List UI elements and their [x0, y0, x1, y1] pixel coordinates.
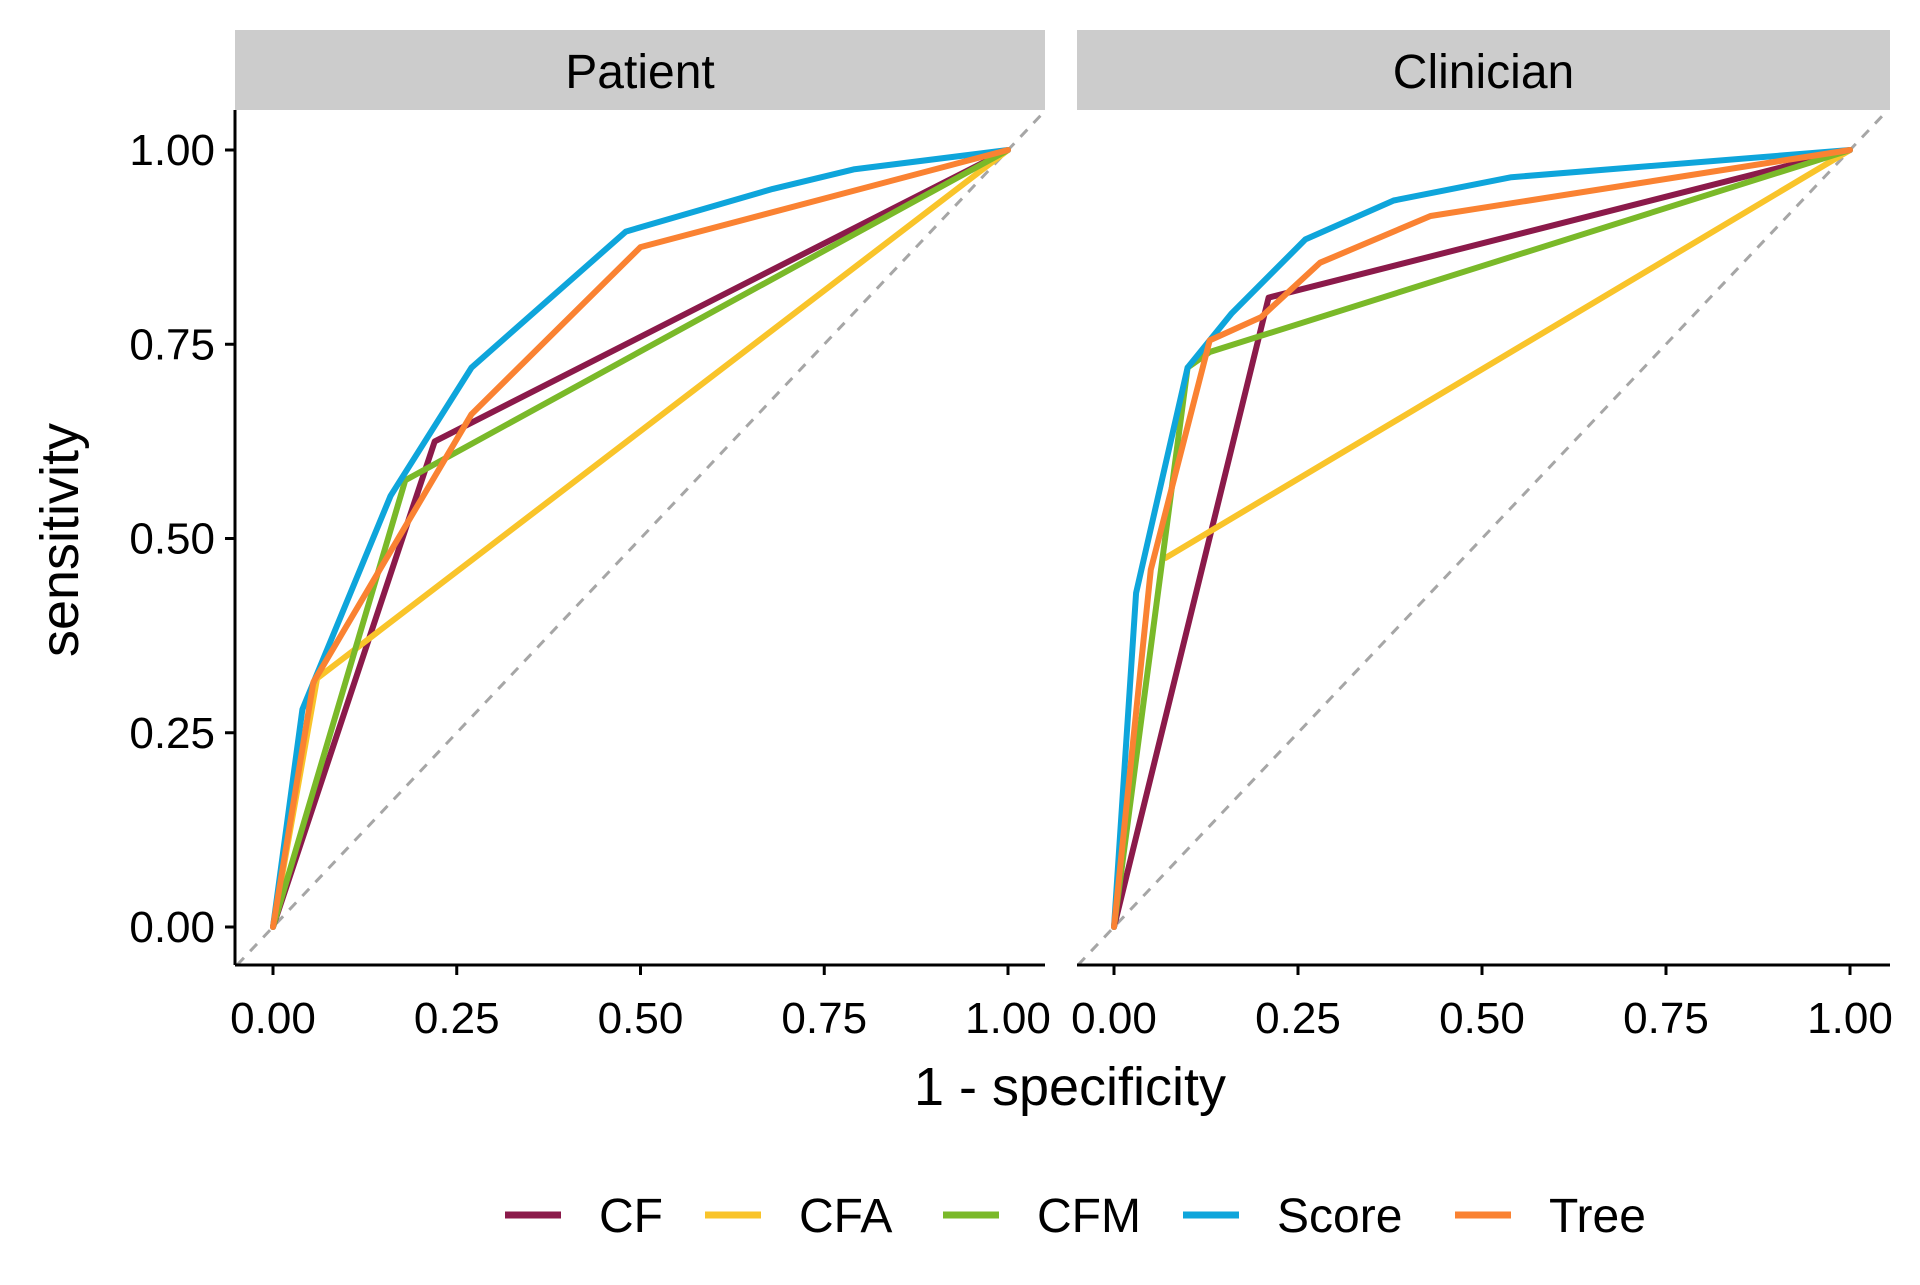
x-tick-label: 0.75	[781, 994, 867, 1043]
series-line-cf-patient	[270, 147, 1011, 930]
x-tick-label: 1.00	[965, 994, 1051, 1043]
x-tick-label: 0.75	[1623, 994, 1709, 1043]
x-axis-title: 1 - specificity	[914, 1057, 1226, 1117]
x-tick-label: 0.25	[1255, 994, 1341, 1043]
panel-strip-1	[235, 30, 1045, 110]
x-tick-label: 1.00	[1807, 994, 1893, 1043]
reference-diagonal-1	[235, 109, 1047, 967]
series-line-cf-clinician	[1111, 147, 1853, 930]
reference-diagonal-2	[1076, 108, 1889, 967]
y-tick-label: 0.00	[129, 903, 215, 952]
series-line-score-clinician	[1111, 147, 1853, 930]
x-tick-label: 0.25	[414, 994, 500, 1043]
legend-label-tree: Tree	[1549, 1190, 1646, 1243]
x-tick-label: 0.50	[598, 994, 684, 1043]
panel-title-2: Clinician	[1393, 46, 1574, 99]
series-line-tree-clinician	[1111, 147, 1853, 930]
series-line-cfm-clinician	[1111, 147, 1853, 930]
x-tick-label: 0.00	[230, 994, 316, 1043]
series-line-cfm-patient	[270, 147, 1011, 930]
panel-strip-2	[1077, 30, 1890, 110]
y-axis-title: sensitivity	[30, 423, 90, 657]
panel-title-1: Patient	[565, 46, 714, 99]
y-tick-label: 0.75	[129, 320, 215, 369]
legend-label-cfa: CFA	[799, 1190, 892, 1243]
y-tick-label: 0.50	[129, 515, 215, 564]
x-tick-label: 0.50	[1439, 994, 1525, 1043]
y-tick-label: 0.25	[129, 709, 215, 758]
x-tick-label: 0.00	[1071, 994, 1157, 1043]
legend-label-cfm: CFM	[1037, 1190, 1141, 1243]
y-tick-label: 1.00	[129, 126, 215, 175]
legend-label-score: Score	[1277, 1190, 1402, 1243]
legend-label-cf: CF	[599, 1190, 663, 1243]
series-line-cfa-clinician	[1162, 147, 1853, 561]
series-line-tree-patient	[270, 147, 1011, 930]
